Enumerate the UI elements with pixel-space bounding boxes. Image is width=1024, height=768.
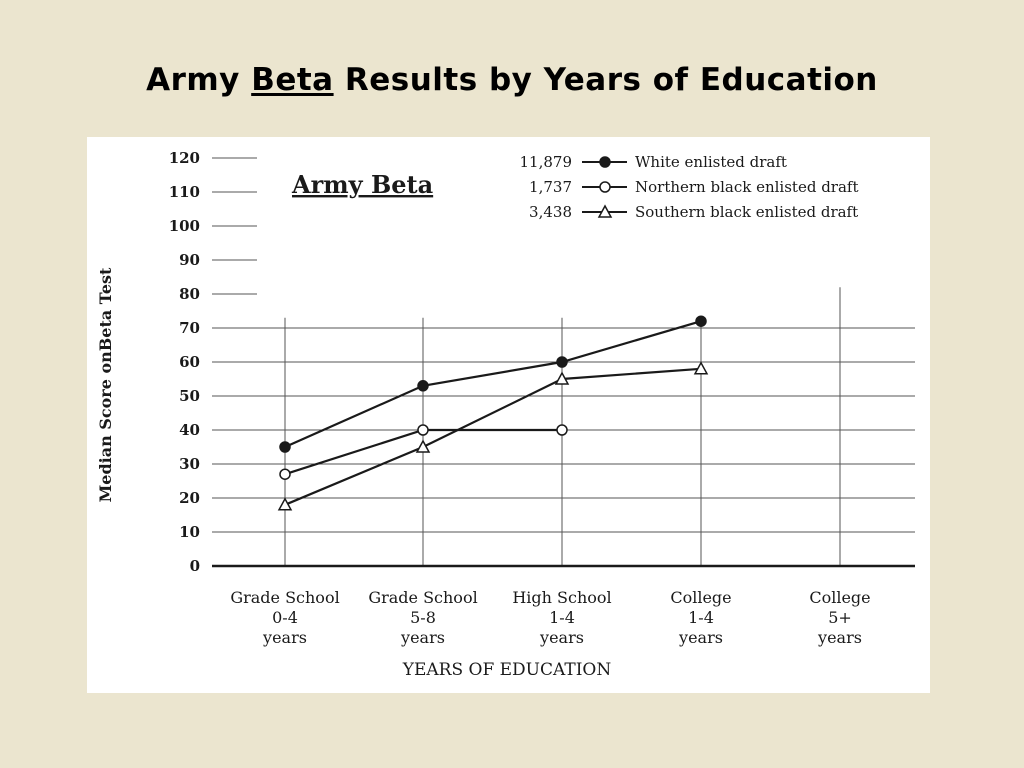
y-tick-label: 80: [179, 285, 200, 303]
legend-count: 1,737: [529, 178, 572, 196]
y-tick-label: 110: [169, 183, 200, 201]
point-marker: [599, 181, 611, 193]
axis-layer: 0 10 20 30 40 50 60 70 80 90 100 110 120 Grade School…: [169, 149, 915, 647]
y-tick-label: 70: [179, 319, 200, 337]
point-marker: [417, 424, 429, 436]
y-axis-label: Median Score onBeta Test: [96, 267, 115, 502]
point-marker: [279, 468, 291, 480]
legend-label: Northern black enlisted draft: [635, 178, 859, 196]
series-2: [277, 361, 709, 511]
legend-label: Southern black enlisted draft: [635, 203, 858, 221]
point-marker: [277, 497, 293, 511]
series-0: [279, 315, 707, 453]
legend-count: 3,438: [529, 203, 572, 221]
x-axis-label: YEARS OF EDUCATION: [402, 660, 612, 680]
y-tick-label: 20: [179, 489, 200, 507]
y-tick-label: 0: [190, 557, 200, 575]
legend: 11,879 White enlisted draft 1,737 Northern …: [520, 153, 859, 221]
x-tick-label: College 5+ years: [809, 588, 870, 647]
y-tick-label: 100: [169, 217, 200, 235]
legend-count: 11,879: [520, 153, 573, 171]
point-marker: [554, 371, 570, 385]
chart-title: Army Beta: [291, 170, 433, 199]
title-text-beta: Beta: [251, 62, 334, 98]
y-tick-label: 90: [179, 251, 200, 269]
x-tick-label: High School 1-4 years: [512, 588, 611, 647]
legend-label: White enlisted draft: [635, 153, 787, 171]
series-layer: [277, 315, 709, 511]
point-marker: [695, 315, 707, 327]
x-tick-label: Grade School 0-4 years: [230, 588, 339, 647]
x-tick-label: College 1-4 years: [670, 588, 731, 647]
point-marker: [417, 380, 429, 392]
point-marker: [599, 156, 611, 168]
y-tick-label: 40: [179, 421, 200, 439]
slide-title: Army Beta Results by Years of Education: [0, 62, 1024, 98]
y-tick-label: 30: [179, 455, 200, 473]
point-marker: [693, 361, 709, 375]
chart-figure-panel: 0 10 20 30 40 50 60 70 80 90 100 110 120 Grade School…: [87, 137, 930, 693]
point-marker: [556, 356, 568, 368]
x-tick-label: Grade School 5-8 years: [368, 588, 477, 647]
series-line: [284, 367, 702, 506]
title-text-rest: Results by Years of Education: [333, 62, 878, 98]
point-marker: [556, 424, 568, 436]
y-tick-label: 50: [179, 387, 200, 405]
series-1: [279, 424, 568, 480]
series-line: [284, 320, 702, 449]
y-tick-label: 120: [169, 149, 200, 167]
point-marker: [279, 441, 291, 453]
title-text-army: Army: [146, 62, 252, 98]
point-marker: [415, 439, 431, 453]
point-marker: [597, 204, 613, 218]
line-chart: 0 10 20 30 40 50 60 70 80 90 100 110 120 Grade School…: [96, 149, 915, 680]
y-tick-label: 10: [179, 523, 200, 541]
y-tick-label: 60: [179, 353, 200, 371]
